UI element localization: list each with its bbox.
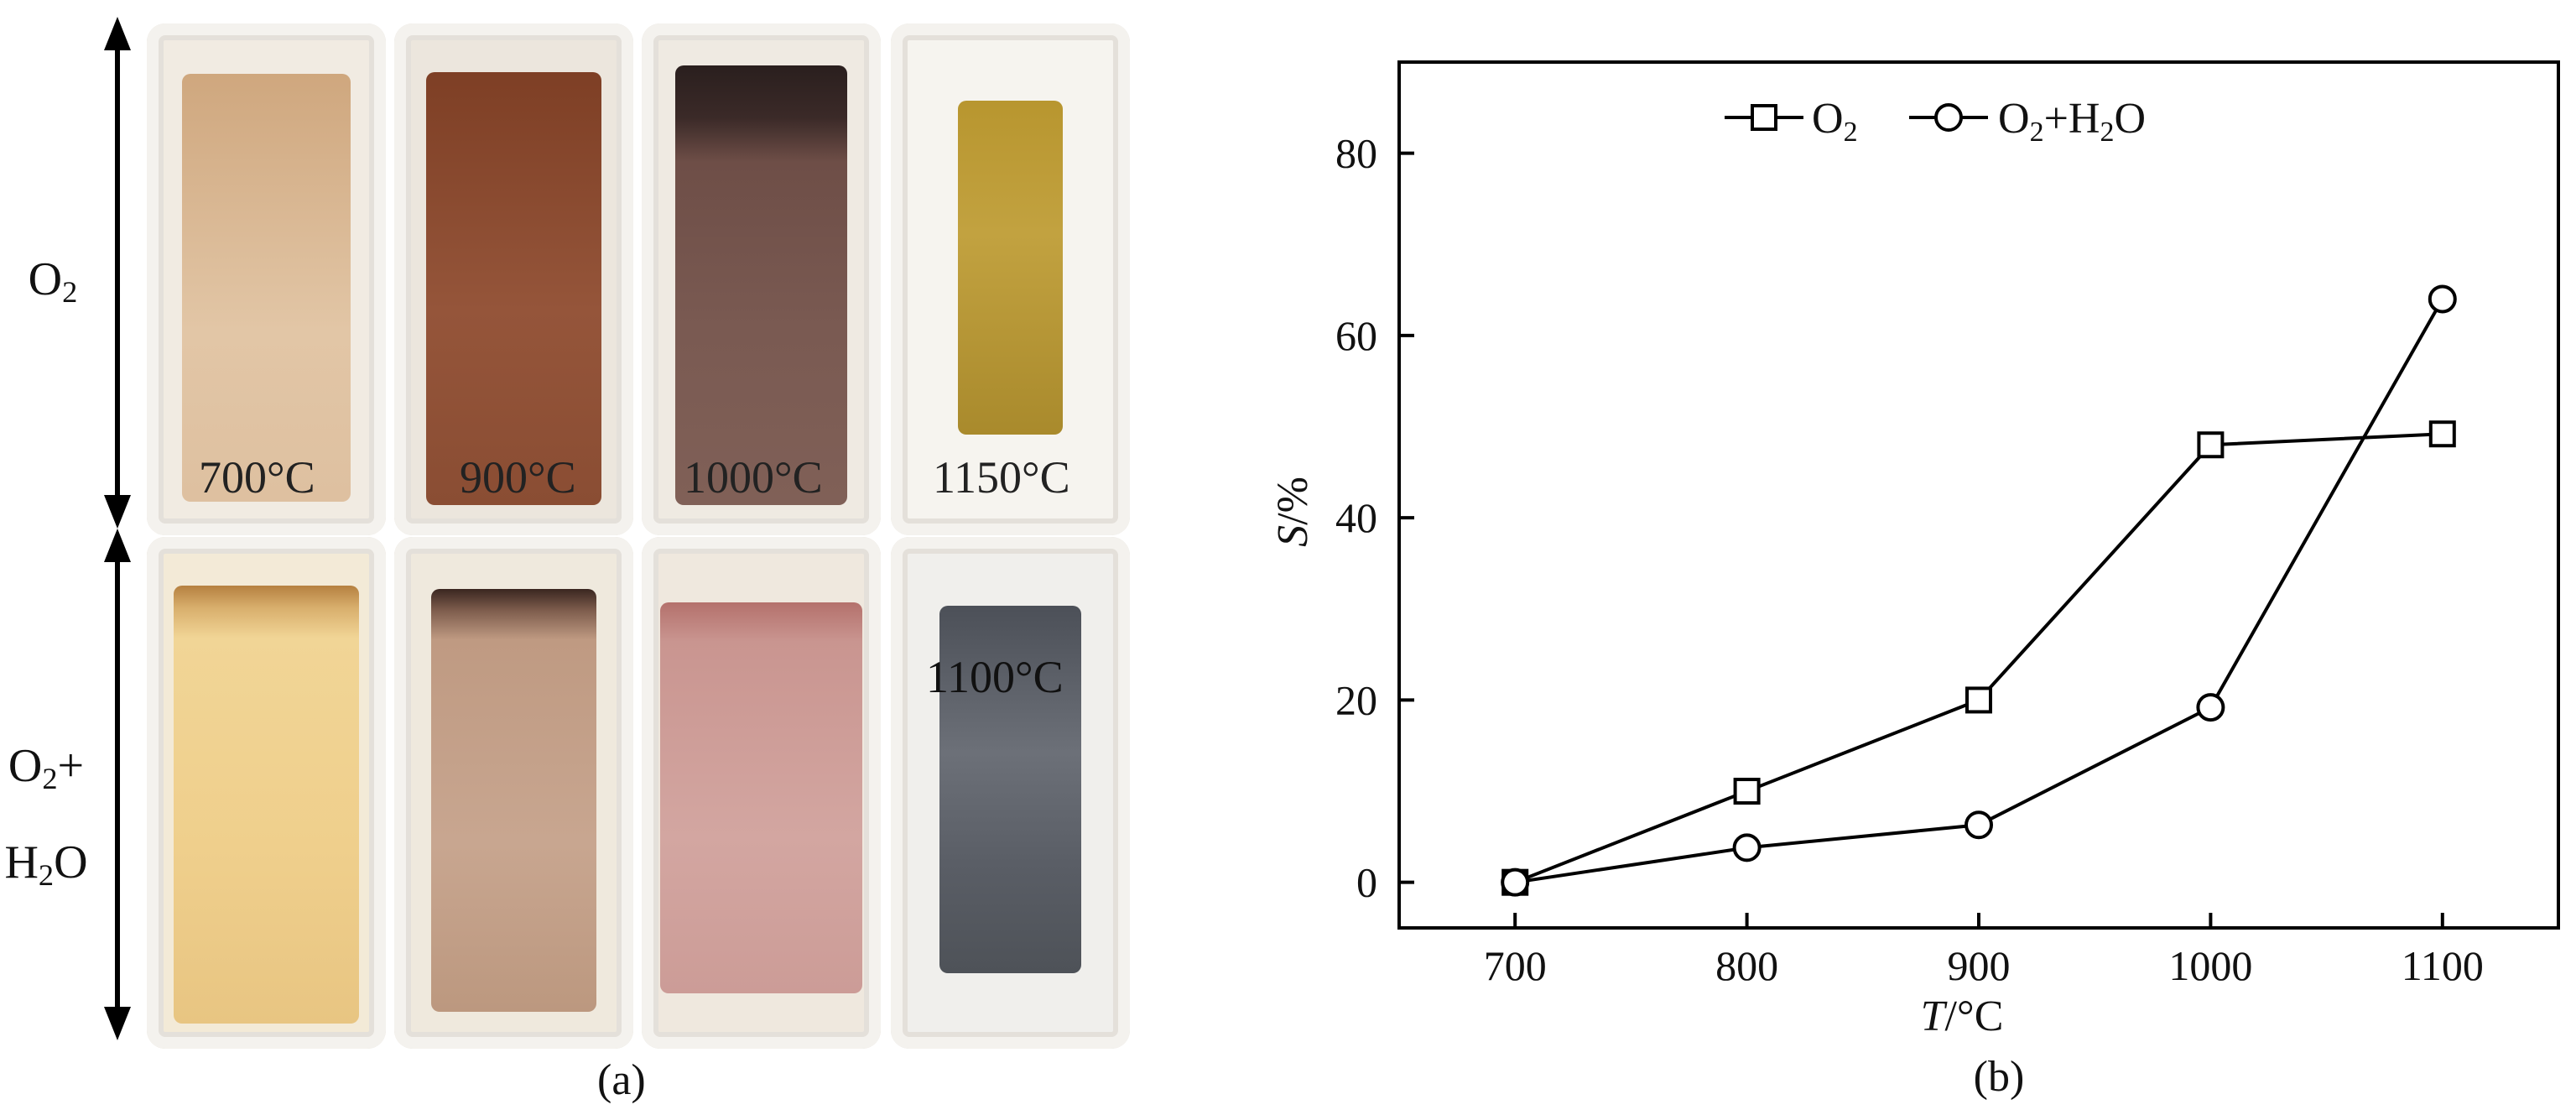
photo-o2h2o-1000 (642, 537, 881, 1049)
y-tick-label: 80 (1335, 130, 1377, 177)
series-line-O2+H2O (1514, 298, 2444, 884)
data-point-O2+H2O (1732, 833, 1762, 862)
legend-label-O2+H2O: O2+H2O (1998, 95, 2146, 148)
photo-o2h2o-900 (394, 537, 633, 1049)
row-label-o2: O2 (28, 253, 78, 310)
row-label-o2-h2o: O2+ H2O (4, 740, 88, 892)
photo-label: 1000°C (684, 452, 823, 503)
data-point-O2+H2O (1501, 868, 1530, 897)
arrow-bottom-up-head (104, 529, 131, 562)
photo-o2h2o-700 (147, 537, 386, 1049)
legend-marker-square (1751, 104, 1777, 131)
photo-o2-1000: 1000°C (642, 23, 881, 535)
photo-label: 1100°C (926, 652, 1064, 702)
photo-o2-700: 700°C (147, 23, 386, 535)
data-point-O2+H2O (2428, 284, 2457, 314)
photo-label: 700°C (199, 452, 315, 503)
data-point-O2+H2O (1965, 810, 1993, 840)
caption-b: (b) (1974, 1053, 2025, 1101)
x-tick-label: 1000 (2168, 942, 2252, 989)
arrow-top-up-head (104, 17, 131, 50)
data-point-O2 (1733, 778, 1761, 805)
x-tick-label: 900 (1948, 942, 2011, 989)
y-tick-label: 20 (1335, 676, 1377, 723)
x-axis-title: T/°C (1921, 993, 2004, 1040)
photo-o2-900: 900°C (394, 23, 633, 535)
photo-label: 1150°C (933, 452, 1070, 503)
row-arrows (104, 17, 131, 1040)
x-tick-label: 1100 (2402, 942, 2484, 989)
y-tick-label: 0 (1356, 859, 1377, 906)
chart-panel: 700 800 900 1000 1100 0 20 40 60 80 O2 O2+H2O T/°C… (1158, 0, 2576, 1111)
legend-marker-circle (1934, 103, 1963, 132)
legend-label-O2: O2 (1812, 95, 1858, 148)
y-tick-label: 60 (1335, 312, 1377, 359)
arrow-bottom-down-head (104, 1007, 131, 1040)
data-point-O2 (2428, 420, 2456, 448)
y-axis-title: S/% (1269, 477, 1317, 547)
y-tick-label: 40 (1335, 494, 1377, 541)
data-point-O2 (2197, 431, 2225, 459)
caption-a: (a) (597, 1056, 646, 1104)
arrow-top-down-head (104, 495, 131, 529)
data-point-O2 (1965, 686, 1992, 714)
line-chart: 700 800 900 1000 1100 0 20 40 60 80 O2 O2+H2O T/°C… (1269, 60, 2560, 1101)
x-tick-label: 800 (1715, 942, 1778, 989)
photo-label: 900°C (460, 452, 576, 503)
data-point-O2+H2O (2196, 693, 2225, 722)
photo-o2-1150: 1150°C (891, 23, 1130, 535)
photo-o2h2o-1100: 1100°C (891, 537, 1130, 1049)
photo-panel: O2 O2+ H2O 700°C 900°C 1000°C 1150°C (0, 0, 1141, 1111)
plot-frame (1397, 60, 2560, 930)
x-tick-label: 700 (1484, 942, 1547, 989)
